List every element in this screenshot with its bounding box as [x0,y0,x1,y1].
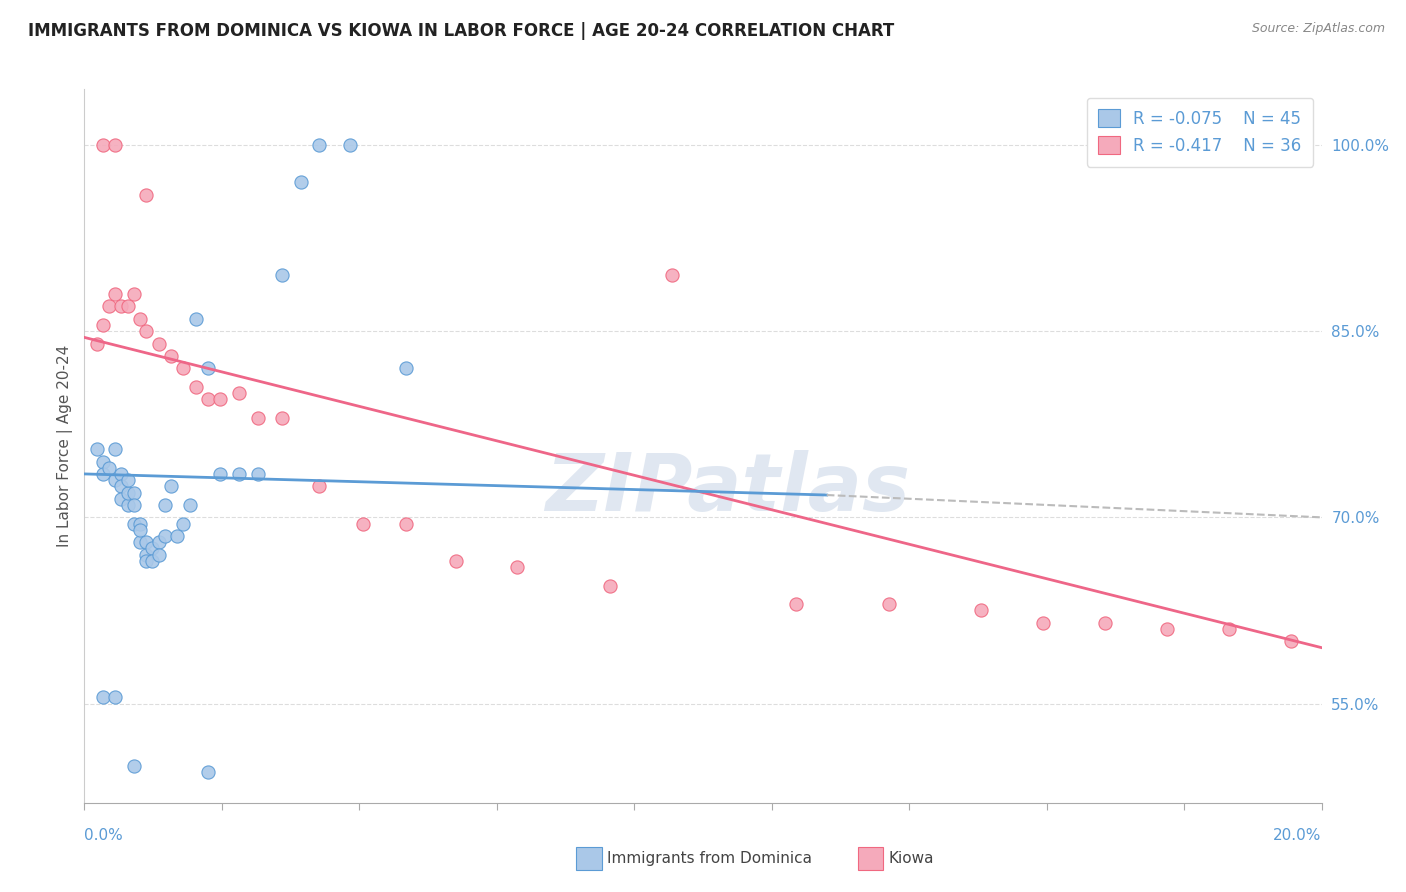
Point [91,467,114,481]
Point [110,467,132,481]
Point [339,138,361,153]
Point [352,516,374,531]
Point [228,386,250,401]
Point [86,442,108,456]
Point [290,175,312,189]
Point [179,498,201,512]
Point [110,479,132,493]
Point [153,498,176,512]
Point [395,361,418,376]
Point [104,690,127,705]
Point [308,138,330,153]
Point [785,597,807,611]
Point [104,442,127,456]
Point [141,554,163,568]
Point [444,554,467,568]
Point [172,361,194,376]
Point [135,554,157,568]
Point [122,287,145,301]
Point [86,336,108,351]
Point [135,187,157,202]
Point [166,529,188,543]
Point [1279,634,1302,648]
Point [148,535,170,549]
Point [104,473,127,487]
Point [98,299,121,313]
Point [271,411,294,425]
Point [129,535,152,549]
Y-axis label: In Labor Force | Age 20-24: In Labor Force | Age 20-24 [58,345,73,547]
Point [148,336,170,351]
Point [148,548,170,562]
Point [91,318,114,332]
Point [117,299,139,313]
Point [110,299,132,313]
Point [104,287,127,301]
Point [197,361,219,376]
Point [184,311,207,326]
Point [135,324,157,338]
Point [1032,615,1054,630]
Point [599,579,621,593]
Point [122,758,145,772]
Point [246,467,269,481]
Point [122,485,145,500]
Point [1094,615,1116,630]
Point [135,535,157,549]
Point [129,523,152,537]
Point [129,516,152,531]
Text: Kiowa: Kiowa [889,852,934,866]
Point [141,541,163,556]
Point [209,392,232,407]
Point [117,498,139,512]
Text: Immigrants from Dominica: Immigrants from Dominica [607,852,813,866]
Point [1218,622,1240,636]
Point [98,460,121,475]
Point [91,454,114,468]
Point [1156,622,1178,636]
Point [153,529,176,543]
Text: IMMIGRANTS FROM DOMINICA VS KIOWA IN LABOR FORCE | AGE 20-24 CORRELATION CHART: IMMIGRANTS FROM DOMINICA VS KIOWA IN LAB… [28,22,894,40]
Point [506,560,529,574]
Point [308,479,330,493]
Point [117,485,139,500]
Point [877,597,900,611]
Legend: R = -0.075    N = 45, R = -0.417    N = 36: R = -0.075 N = 45, R = -0.417 N = 36 [1087,97,1313,167]
Text: ZIPatlas: ZIPatlas [546,450,910,528]
Point [661,268,683,283]
Point [91,690,114,705]
Point [117,473,139,487]
Point [104,138,127,153]
Point [209,467,232,481]
Point [110,491,132,506]
Text: 0.0%: 0.0% [84,828,124,843]
Point [122,498,145,512]
Point [970,603,993,617]
Point [184,380,207,394]
Text: Source: ZipAtlas.com: Source: ZipAtlas.com [1251,22,1385,36]
Point [172,516,194,531]
Point [91,138,114,153]
Point [160,349,183,363]
Point [129,311,152,326]
Point [122,516,145,531]
Text: 20.0%: 20.0% [1274,828,1322,843]
Point [228,467,250,481]
Point [271,268,294,283]
Point [395,516,418,531]
Point [135,548,157,562]
Point [197,764,219,779]
Point [246,411,269,425]
Point [197,392,219,407]
Point [160,479,183,493]
